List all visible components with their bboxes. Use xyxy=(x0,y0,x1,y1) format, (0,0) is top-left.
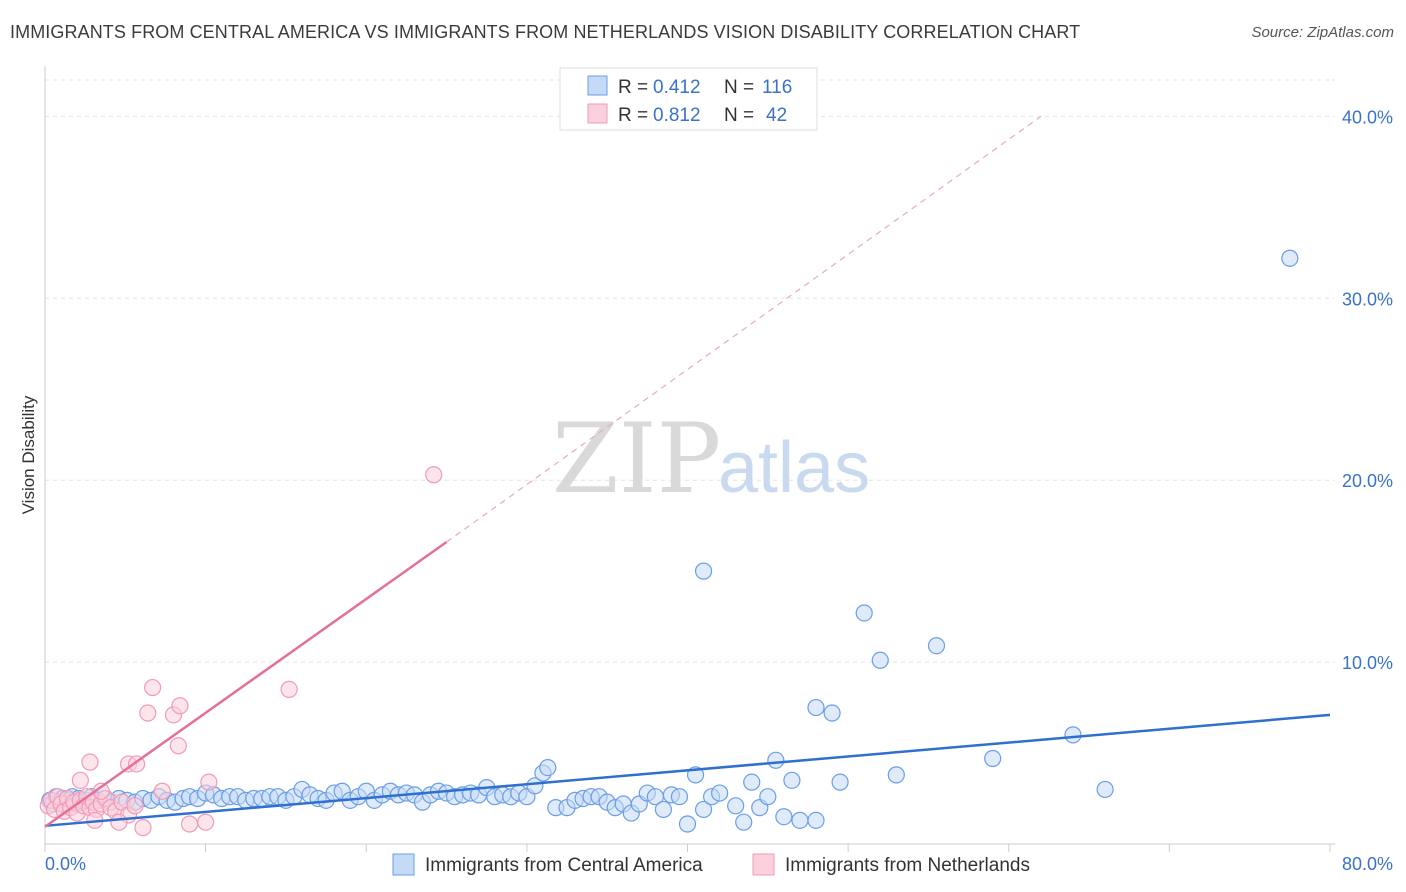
central-america-point-108 xyxy=(694,562,713,580)
central-america-point-110 xyxy=(871,651,889,669)
y-tick-label-1: 20.0% xyxy=(1342,471,1393,491)
netherlands-point-32 xyxy=(144,678,162,697)
central-america-point-106 xyxy=(807,698,825,717)
y-tick-label-0: 10.0% xyxy=(1342,653,1393,673)
bottom-legend-swatch-netherlands xyxy=(752,853,775,876)
netherlands-point-36 xyxy=(171,697,189,715)
central-america-point-99 xyxy=(783,771,801,789)
netherlands-trend-extension xyxy=(446,115,1042,543)
central-america-point-107 xyxy=(823,704,841,722)
central-america-point-112 xyxy=(1064,726,1082,744)
y-tick-label-2: 30.0% xyxy=(1342,289,1393,309)
y-axis-label: Vision Disability xyxy=(19,395,38,514)
central-america-point-98 xyxy=(775,808,793,826)
top-legend: R = 0.412 N = 116 R = 0.812 N = 42 xyxy=(559,67,818,131)
netherlands-point-22 xyxy=(126,797,144,815)
netherlands-point-31 xyxy=(139,704,157,722)
y-tick-labels: 10.0% 20.0% 30.0% 40.0% xyxy=(1342,107,1393,673)
central-america-trend-line xyxy=(44,713,1331,828)
netherlands-point-37 xyxy=(180,815,199,833)
trend-lines xyxy=(44,115,1331,828)
central-america-point-93 xyxy=(735,813,753,831)
central-america-point-87 xyxy=(678,815,697,833)
central-america-point-105 xyxy=(1096,780,1114,799)
legend-r-value-2: 0.812 xyxy=(653,105,701,126)
central-america-point-103 xyxy=(887,766,905,784)
legend-swatch-central-america xyxy=(587,75,608,96)
x-tick-labels: 0.0% 80.0% xyxy=(45,854,1393,874)
netherlands-point-27 xyxy=(110,813,128,831)
central-america-point-89 xyxy=(694,800,713,819)
netherlands-point-30 xyxy=(134,819,152,837)
legend-r-label-2: R = xyxy=(618,105,648,126)
legend-r-value-1: 0.412 xyxy=(653,77,701,98)
x-tick-label-max: 80.0% xyxy=(1342,854,1393,874)
netherlands-point-24 xyxy=(81,753,99,771)
central-america-point-97 xyxy=(767,751,785,769)
legend-swatch-netherlands xyxy=(587,103,608,124)
netherlands-point-40 xyxy=(280,680,298,698)
central-america-point-109 xyxy=(855,604,873,622)
x-tick-label-min: 0.0% xyxy=(45,854,86,874)
bottom-legend: Immigrants from Central America Immigran… xyxy=(392,853,1030,876)
watermark-zip: ZIP xyxy=(552,403,721,515)
central-america-point-102 xyxy=(831,773,849,791)
watermark-atlas: atlas xyxy=(718,428,870,508)
netherlands-points xyxy=(39,466,443,837)
netherlands-trend-line xyxy=(44,541,448,828)
netherlands-point-41 xyxy=(425,466,443,484)
bottom-legend-label-netherlands: Immigrants from Netherlands xyxy=(785,855,1030,876)
netherlands-point-39 xyxy=(200,773,218,791)
netherlands-point-35 xyxy=(169,737,187,755)
central-america-point-96 xyxy=(759,788,777,806)
central-america-point-101 xyxy=(807,811,825,829)
central-america-point-68 xyxy=(526,777,544,795)
chart-title: IMMIGRANTS FROM CENTRAL AMERICA VS IMMIG… xyxy=(10,22,1081,42)
central-america-point-111 xyxy=(927,637,946,655)
central-america-point-113 xyxy=(1281,249,1299,267)
source-credit: Source: ZipAtlas.com xyxy=(1251,24,1394,41)
legend-r-label-1: R = xyxy=(618,77,648,98)
central-america-point-84 xyxy=(654,800,673,819)
y-tick-label-3: 40.0% xyxy=(1342,107,1393,127)
central-america-point-94 xyxy=(743,773,761,791)
netherlands-point-23 xyxy=(71,771,89,789)
grid-lines xyxy=(45,79,1335,663)
central-america-point-91 xyxy=(711,784,729,802)
watermark: ZIP atlas xyxy=(552,403,870,515)
central-america-point-86 xyxy=(670,788,689,806)
netherlands-point-38 xyxy=(197,813,215,831)
legend-n-value-2: 42 xyxy=(766,105,787,126)
legend-n-label-2: N = xyxy=(724,105,754,126)
axes xyxy=(44,66,1335,852)
legend-n-value-1: 116 xyxy=(762,77,792,98)
legend-n-label-1: N = xyxy=(724,77,754,98)
central-america-point-100 xyxy=(791,811,809,829)
central-america-point-70 xyxy=(539,758,557,777)
bottom-legend-label-central-america: Immigrants from Central America xyxy=(425,855,703,876)
central-america-point-104 xyxy=(984,749,1002,768)
bottom-legend-swatch-central-america xyxy=(392,853,415,876)
central-america-point-92 xyxy=(727,797,745,815)
central-america-points xyxy=(41,249,1299,833)
netherlands-point-33 xyxy=(153,782,171,800)
